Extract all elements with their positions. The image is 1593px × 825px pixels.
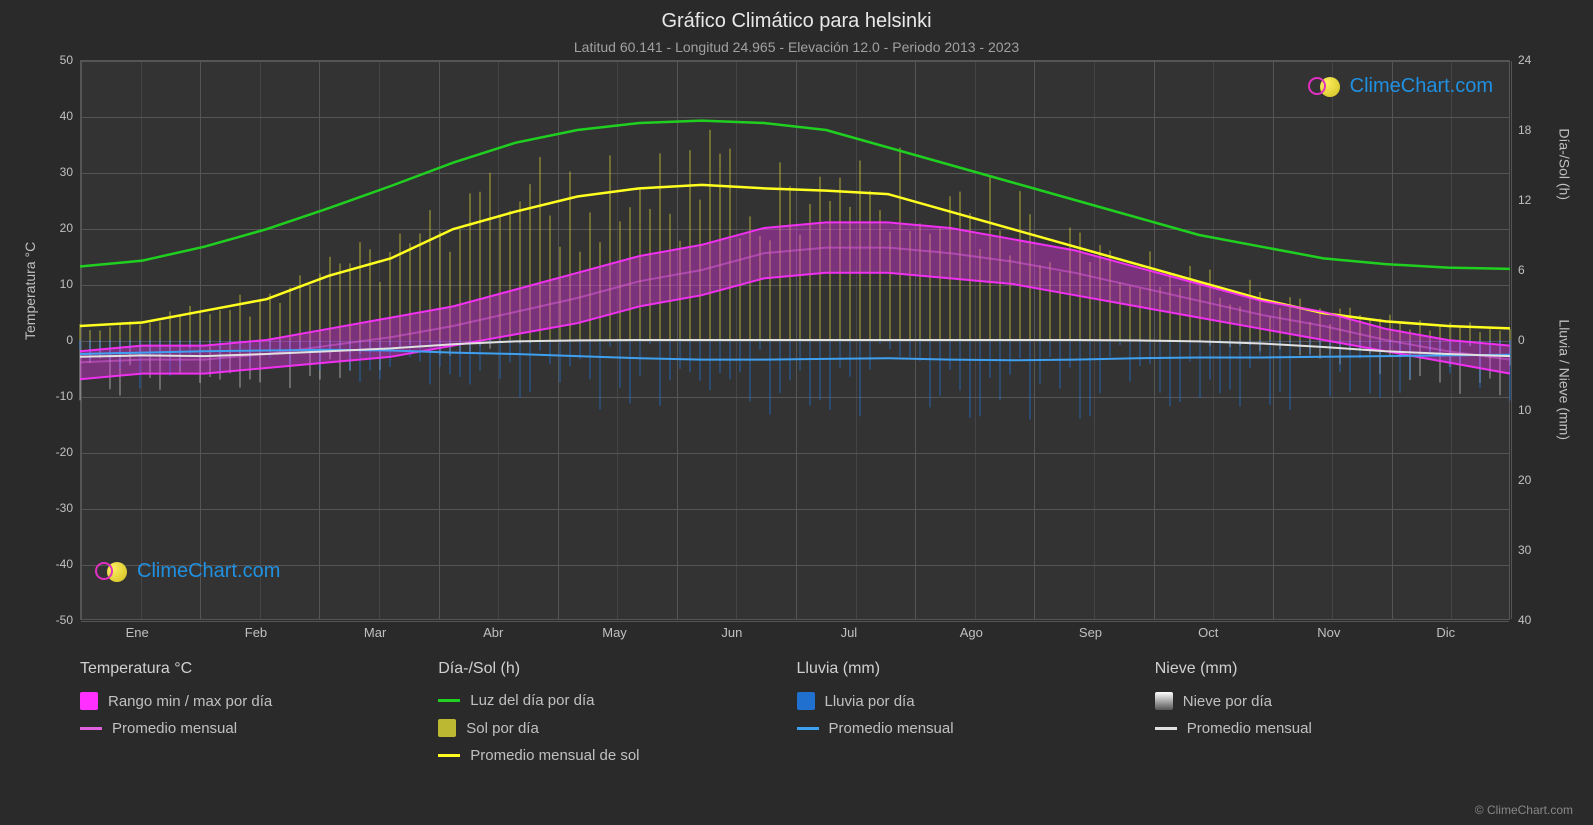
legend-item: Sol por día bbox=[438, 719, 796, 737]
chart-title: Gráfico Climático para helsinki bbox=[0, 0, 1593, 33]
y-tick-left: -10 bbox=[33, 389, 73, 403]
legend-swatch bbox=[1155, 692, 1173, 710]
brand-text: ClimeChart.com bbox=[137, 560, 280, 583]
x-tick: Ene bbox=[126, 625, 149, 640]
legend-label: Promedio mensual bbox=[112, 720, 237, 737]
y-tick-left: 10 bbox=[33, 277, 73, 291]
y-tick-right-bottom: 20 bbox=[1518, 473, 1531, 487]
legend-col-snow: Nieve (mm) Nieve por día Promedio mensual bbox=[1155, 660, 1513, 774]
y-tick-left: -20 bbox=[33, 445, 73, 459]
legend-header: Día-/Sol (h) bbox=[438, 660, 796, 678]
legend-item: Promedio mensual bbox=[80, 720, 438, 737]
x-tick: Oct bbox=[1198, 625, 1218, 640]
legend-item: Luz del día por día bbox=[438, 692, 796, 709]
copyright: © ClimeChart.com bbox=[1475, 803, 1573, 817]
x-tick: Ago bbox=[960, 625, 983, 640]
legend-swatch bbox=[80, 692, 98, 710]
legend-header: Nieve (mm) bbox=[1155, 660, 1513, 678]
brand-icon bbox=[1308, 76, 1344, 98]
x-tick: Jul bbox=[841, 625, 858, 640]
legend-item: Promedio mensual de sol bbox=[438, 747, 796, 764]
y-tick-left: 20 bbox=[33, 221, 73, 235]
y-tick-right-top: 0 bbox=[1518, 333, 1525, 347]
x-tick: Mar bbox=[364, 625, 386, 640]
y-tick-right-top: 18 bbox=[1518, 123, 1531, 137]
y-tick-left: 40 bbox=[33, 109, 73, 123]
y-tick-left: -50 bbox=[33, 613, 73, 627]
watermark-top: ClimeChart.com bbox=[1308, 75, 1493, 98]
legend-item: Rango min / max por día bbox=[80, 692, 438, 710]
y-tick-right-top: 12 bbox=[1518, 193, 1531, 207]
y-tick-left: 50 bbox=[33, 53, 73, 67]
x-tick: Dic bbox=[1436, 625, 1455, 640]
y-axis-right-bottom-label: Lluvia / Nieve (mm) bbox=[1557, 319, 1573, 440]
x-tick: Feb bbox=[245, 625, 267, 640]
x-tick: Sep bbox=[1079, 625, 1102, 640]
legend-label: Lluvia por día bbox=[825, 693, 915, 710]
legend-swatch bbox=[797, 727, 819, 730]
legend-header: Temperatura °C bbox=[80, 660, 438, 678]
y-tick-left: -40 bbox=[33, 557, 73, 571]
legend-swatch bbox=[438, 719, 456, 737]
x-tick: Jun bbox=[721, 625, 742, 640]
brand-icon bbox=[95, 561, 131, 583]
legend-col-temperature: Temperatura °C Rango min / max por día Pro… bbox=[80, 660, 438, 774]
y-tick-left: 0 bbox=[33, 333, 73, 347]
y-tick-right-top: 24 bbox=[1518, 53, 1531, 67]
legend-item: Lluvia por día bbox=[797, 692, 1155, 710]
brand-text: ClimeChart.com bbox=[1350, 75, 1493, 98]
legend-item: Promedio mensual bbox=[1155, 720, 1513, 737]
legend-col-daysun: Día-/Sol (h) Luz del día por día Sol por d… bbox=[438, 660, 796, 774]
climate-chart: Gráfico Climático para helsinki Latitud … bbox=[0, 0, 1593, 825]
y-tick-right-bottom: 30 bbox=[1518, 543, 1531, 557]
chart-subtitle: Latitud 60.141 - Longitud 24.965 - Eleva… bbox=[0, 33, 1593, 55]
y-tick-left: 30 bbox=[33, 165, 73, 179]
x-tick: Abr bbox=[483, 625, 503, 640]
legend: Temperatura °C Rango min / max por día Pro… bbox=[0, 660, 1593, 774]
legend-label: Rango min / max por día bbox=[108, 693, 272, 710]
plot-area bbox=[80, 60, 1510, 620]
legend-item: Nieve por día bbox=[1155, 692, 1513, 710]
legend-label: Promedio mensual bbox=[1187, 720, 1312, 737]
y-tick-right-bottom: 10 bbox=[1518, 403, 1531, 417]
legend-col-rain: Lluvia (mm) Lluvia por día Promedio mensua… bbox=[797, 660, 1155, 774]
legend-swatch bbox=[797, 692, 815, 710]
legend-header: Lluvia (mm) bbox=[797, 660, 1155, 678]
x-tick: Nov bbox=[1317, 625, 1340, 640]
legend-label: Promedio mensual de sol bbox=[470, 747, 639, 764]
legend-label: Promedio mensual bbox=[829, 720, 954, 737]
legend-label: Nieve por día bbox=[1183, 693, 1272, 710]
y-axis-right-top-label: Día-/Sol (h) bbox=[1557, 128, 1573, 200]
y-tick-right-bottom: 40 bbox=[1518, 613, 1531, 627]
x-tick: May bbox=[602, 625, 627, 640]
legend-swatch bbox=[438, 754, 460, 757]
legend-label: Sol por día bbox=[466, 720, 539, 737]
y-tick-right-top: 6 bbox=[1518, 263, 1525, 277]
legend-swatch bbox=[438, 699, 460, 702]
legend-swatch bbox=[1155, 727, 1177, 730]
watermark-bottom: ClimeChart.com bbox=[95, 560, 280, 583]
legend-label: Luz del día por día bbox=[470, 692, 594, 709]
y-tick-left: -30 bbox=[33, 501, 73, 515]
legend-swatch bbox=[80, 727, 102, 730]
legend-item: Promedio mensual bbox=[797, 720, 1155, 737]
